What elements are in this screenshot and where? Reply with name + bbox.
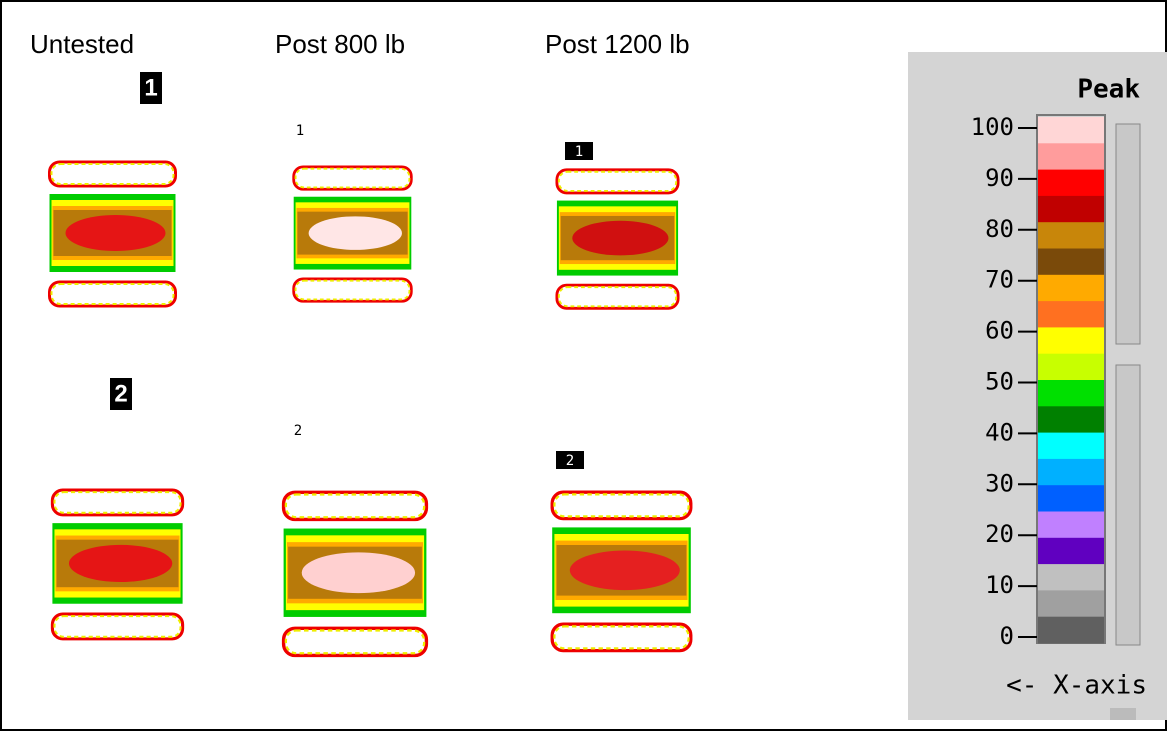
pressure-map xyxy=(50,488,185,641)
label-box xyxy=(110,378,132,410)
color-band xyxy=(1038,432,1104,460)
legend-title: Peak xyxy=(1077,75,1140,105)
panel-label: 1 xyxy=(144,74,157,101)
color-band xyxy=(1038,406,1104,434)
column-header: Untested xyxy=(30,29,134,59)
color-band xyxy=(1038,327,1104,355)
scrollbar xyxy=(1115,364,1141,646)
color-band xyxy=(1038,169,1104,197)
color-band xyxy=(1038,143,1104,171)
label-box xyxy=(556,451,584,469)
panel-label: 1 xyxy=(575,144,583,160)
pressure-map xyxy=(292,165,413,303)
tick-label: 40 xyxy=(985,418,1014,446)
pressure-map xyxy=(281,490,429,658)
color-band xyxy=(1038,195,1104,223)
color-band xyxy=(1038,537,1104,565)
color-band xyxy=(1038,485,1104,512)
color-band xyxy=(1038,353,1104,381)
color-band xyxy=(1038,590,1104,618)
pressure-map xyxy=(550,490,693,653)
axis-label: <- X-axis xyxy=(1006,671,1147,701)
pressure-map xyxy=(47,160,178,308)
panel-label: 2 xyxy=(566,453,574,469)
color-band xyxy=(1038,248,1104,276)
color-band xyxy=(1038,458,1104,486)
color-band xyxy=(1038,564,1104,591)
panel-label: 2 xyxy=(294,423,302,439)
color-band xyxy=(1038,511,1104,539)
label-box xyxy=(140,72,162,104)
color-band xyxy=(1038,380,1104,407)
panel-label: 2 xyxy=(114,380,127,407)
column-header: Post 800 lb xyxy=(275,29,405,59)
tick-label: 10 xyxy=(985,571,1014,599)
panel-label: 1 xyxy=(296,123,304,139)
color-band xyxy=(1038,616,1104,644)
tick-label: 70 xyxy=(985,266,1014,294)
tick-label: 20 xyxy=(985,520,1014,548)
color-band xyxy=(1038,274,1104,302)
tick-label: 80 xyxy=(985,215,1014,243)
tick-label: 60 xyxy=(985,317,1014,345)
color-band xyxy=(1038,301,1104,328)
tick-label: 100 xyxy=(971,113,1014,141)
scrollbar xyxy=(1115,123,1141,345)
tick-label: 50 xyxy=(985,368,1014,396)
tick-label: 90 xyxy=(985,164,1014,192)
scroll-thumb xyxy=(1110,708,1136,720)
tick-label: 30 xyxy=(985,469,1014,497)
column-header: Post 1200 lb xyxy=(545,29,690,59)
label-box xyxy=(565,142,593,160)
color-band xyxy=(1038,117,1104,144)
tick-label: 0 xyxy=(1000,622,1014,650)
pressure-map xyxy=(555,168,680,310)
color-band xyxy=(1038,222,1104,249)
